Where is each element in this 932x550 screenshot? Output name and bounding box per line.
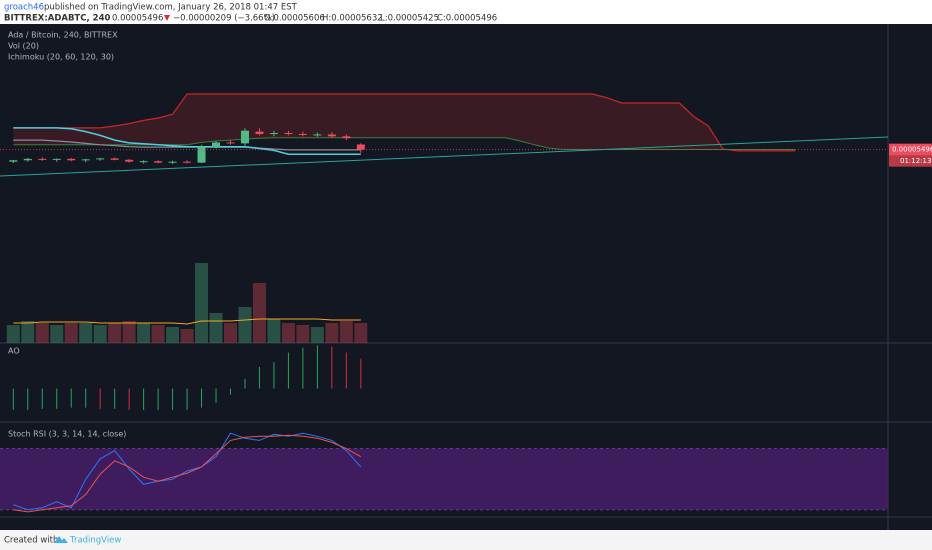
candle-body xyxy=(139,161,148,163)
ichimoku-legend: Ichimoku (20, 60, 120, 30) xyxy=(8,53,114,62)
countdown: 01:12:13 xyxy=(900,157,931,165)
candle-body xyxy=(269,133,278,135)
volume-legend: Vol (20) xyxy=(8,42,39,51)
volume-bar xyxy=(108,323,122,343)
change: −0.00000209 (−3.66%) xyxy=(173,14,275,24)
volume-bar xyxy=(209,313,223,343)
candle-body xyxy=(313,134,322,136)
labels: 0.00005496 01:12:13 xyxy=(889,143,932,167)
volume-bar xyxy=(281,323,295,343)
volume-bar xyxy=(6,325,20,343)
candle-body xyxy=(356,144,365,150)
candle-body xyxy=(67,158,76,161)
low: L:0.00005425 xyxy=(380,14,439,24)
volume-bar xyxy=(296,325,310,343)
stoch-band xyxy=(0,448,888,510)
marks xyxy=(0,93,888,513)
ichimoku-span-a xyxy=(13,137,796,150)
footer-bg xyxy=(0,530,932,550)
volume-bar xyxy=(325,323,339,343)
symbol: BITTREX:ADABTC, 240 xyxy=(4,14,110,24)
candle-body xyxy=(110,158,119,160)
price-label: 0.00005496 xyxy=(892,146,932,154)
volume-bar xyxy=(180,329,194,343)
candle-body xyxy=(52,158,61,160)
volume-bar xyxy=(151,325,165,343)
volume-ma xyxy=(13,318,361,325)
candle-body xyxy=(197,146,206,163)
candle-body xyxy=(240,130,249,144)
main-legend: Ada / Bitcoin, 240, BITTREX xyxy=(8,31,118,40)
candle-body xyxy=(38,158,47,160)
close: C:0.00005496 xyxy=(437,14,497,24)
candle-body xyxy=(154,161,163,163)
volume-bar xyxy=(166,327,180,343)
candle-body xyxy=(284,133,293,135)
brand[interactable]: TradingView xyxy=(69,536,121,546)
ichimoku-conversion xyxy=(13,127,361,155)
candle-body xyxy=(327,134,336,137)
volume-bar xyxy=(50,325,64,343)
countdown-bg xyxy=(889,155,932,167)
open: O:0.00005606 xyxy=(264,14,325,24)
volume-bar xyxy=(64,323,78,343)
candle-body xyxy=(23,158,32,161)
volume-bar xyxy=(195,263,209,343)
ichimoku-cloud xyxy=(13,94,796,151)
volume-bar xyxy=(354,323,368,343)
candle-body xyxy=(168,161,177,163)
last-price: 0.00005496 xyxy=(112,14,163,24)
volume-bar xyxy=(267,319,281,343)
down-arrow xyxy=(164,15,170,21)
candle-body xyxy=(342,136,351,139)
volume-bar xyxy=(339,321,353,343)
volume-bar xyxy=(79,323,93,343)
candle-body xyxy=(183,161,192,163)
stoch-legend: Stoch RSI (3, 3, 14, 14, close) xyxy=(8,430,126,439)
candle-body xyxy=(226,142,235,144)
volume-bar xyxy=(310,327,324,343)
header-bg xyxy=(0,0,932,24)
volume-bar xyxy=(137,323,151,343)
candle-body xyxy=(125,159,134,162)
stoch-d xyxy=(13,434,362,513)
ao-legend: AO xyxy=(8,347,20,356)
stoch-k xyxy=(13,432,362,511)
candle-body xyxy=(212,142,221,147)
volume-bar xyxy=(93,325,107,343)
volume-bar xyxy=(35,323,49,343)
ichimoku-span-b xyxy=(13,93,796,152)
volume-bar xyxy=(252,283,266,343)
candle-body xyxy=(255,131,264,134)
candle-body xyxy=(9,160,18,162)
tv-logo xyxy=(54,536,68,543)
volume-bar xyxy=(122,321,136,343)
candle-body xyxy=(298,133,307,135)
trend-line[interactable] xyxy=(0,136,889,177)
candle-body xyxy=(96,158,105,160)
volume-bar xyxy=(224,323,237,343)
candle-body xyxy=(81,159,90,161)
volume-bar xyxy=(238,307,252,343)
high: H:0.00005632 xyxy=(322,14,383,24)
created-with: Created with xyxy=(4,536,58,546)
author[interactable]: groach46 xyxy=(4,3,44,13)
published: published on TradingView.com, January 26… xyxy=(44,3,298,13)
volume-bar xyxy=(21,321,35,343)
price-label-bg xyxy=(889,143,932,156)
